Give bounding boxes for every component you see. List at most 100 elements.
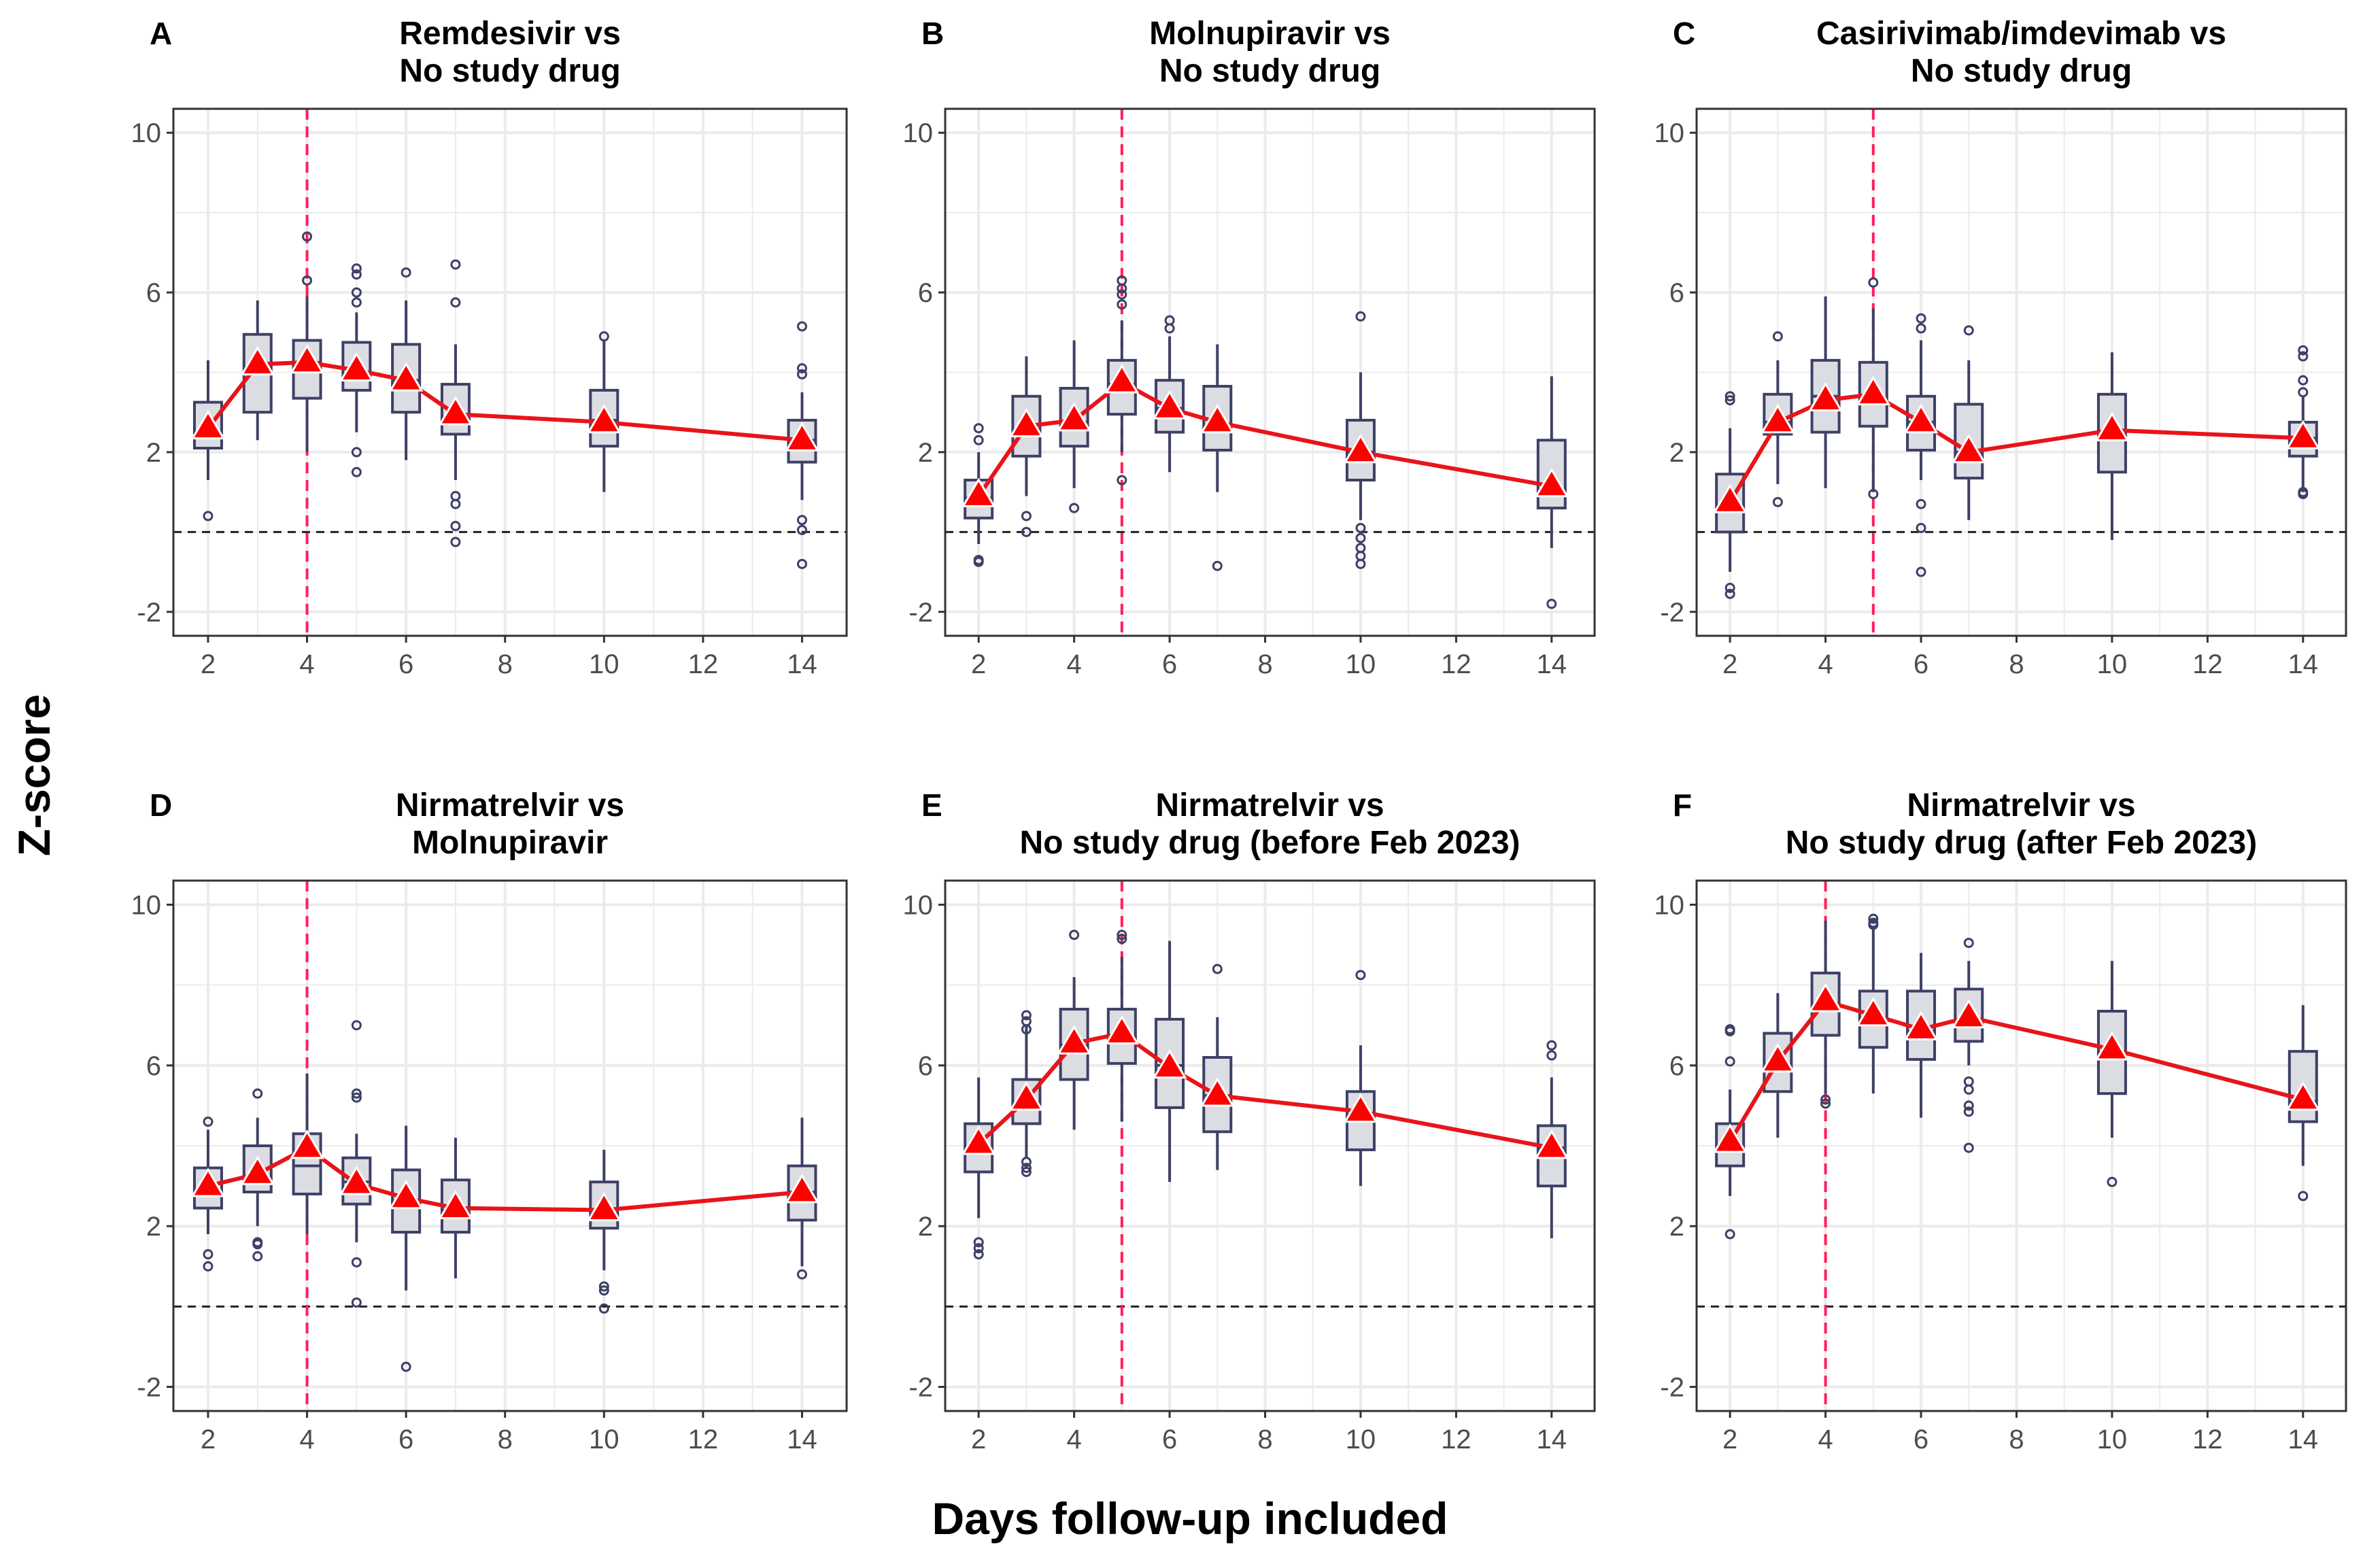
outlier-point bbox=[1117, 930, 1127, 940]
median-triangle-marker bbox=[2285, 420, 2321, 449]
x-tick-label: 6 bbox=[1914, 1425, 1928, 1455]
median-triangle-marker bbox=[1951, 433, 1986, 464]
x-tick-label: 10 bbox=[2097, 649, 2128, 679]
outlier-point bbox=[1021, 1010, 1032, 1021]
median-triangle-marker bbox=[339, 1166, 374, 1195]
outlier-point bbox=[1963, 1106, 1974, 1117]
outlier-point bbox=[2298, 375, 2309, 386]
outlier-point bbox=[203, 1261, 214, 1272]
panel-letter: D bbox=[150, 787, 172, 823]
outlier-point bbox=[1916, 566, 1926, 577]
outlier-point bbox=[598, 1285, 609, 1296]
y-tick-label: 2 bbox=[146, 1212, 161, 1242]
panel-title-line: Nirmatrelvir vs bbox=[1155, 787, 1384, 823]
outlier-point bbox=[598, 1303, 609, 1314]
outlier-point bbox=[1212, 964, 1223, 974]
panel-title-line: No study drug (after Feb 2023) bbox=[1786, 825, 2257, 861]
panel-border bbox=[172, 107, 848, 637]
median-triangle-marker bbox=[190, 409, 226, 440]
median-triangle-marker bbox=[1152, 390, 1187, 420]
outlier-point bbox=[1546, 598, 1557, 609]
outlier-point bbox=[351, 1257, 362, 1268]
outlier-point bbox=[1069, 503, 1080, 513]
x-tick-label: 14 bbox=[2288, 1425, 2319, 1455]
outlier-point bbox=[450, 297, 461, 308]
outlier-point bbox=[252, 1239, 263, 1250]
median-triangle-marker bbox=[1534, 1129, 1569, 1159]
outlier-point bbox=[796, 1269, 807, 1280]
panel-title-line: No study drug bbox=[1159, 53, 1380, 89]
median-triangle-marker bbox=[2285, 1081, 2321, 1111]
panel-border bbox=[1695, 879, 2347, 1412]
x-tick-label: 12 bbox=[2192, 649, 2223, 679]
outlier-point bbox=[2298, 345, 2309, 356]
x-tick-label: 10 bbox=[1346, 1425, 1376, 1455]
x-tick-label: 4 bbox=[299, 1425, 314, 1455]
outlier-point bbox=[1916, 522, 1926, 533]
y-tick-label: -2 bbox=[137, 1373, 161, 1403]
outlier-point bbox=[1021, 1024, 1032, 1035]
x-tick-label: 14 bbox=[2288, 649, 2319, 679]
x-tick-label: 8 bbox=[498, 1425, 513, 1455]
outlier-point bbox=[796, 321, 807, 332]
y-tick-label: 2 bbox=[918, 1212, 933, 1242]
panel-border bbox=[944, 879, 1596, 1412]
y-tick-label: 2 bbox=[146, 438, 161, 468]
y-tick-label: 6 bbox=[918, 278, 933, 308]
y-tick-label: 10 bbox=[131, 118, 162, 148]
panel-letter: E bbox=[921, 787, 942, 823]
y-tick-label: -2 bbox=[1660, 1373, 1684, 1403]
x-tick-label: 8 bbox=[2009, 649, 2024, 679]
y-axis-title: Z-score bbox=[9, 694, 59, 857]
panel-letter: F bbox=[1673, 787, 1692, 823]
median-triangle-marker bbox=[1808, 983, 1843, 1013]
x-tick-label: 2 bbox=[971, 1425, 986, 1455]
x-axis-title: Days follow-up included bbox=[932, 1493, 1448, 1544]
x-tick-label: 6 bbox=[1162, 1425, 1177, 1455]
median-triangle-marker bbox=[1760, 1042, 1795, 1073]
y-tick-label: 10 bbox=[1654, 118, 1685, 148]
outlier-point bbox=[351, 263, 362, 274]
panel-title-line: Remdesivir vs bbox=[399, 16, 621, 52]
x-tick-label: 6 bbox=[398, 649, 413, 679]
outlier-point bbox=[1212, 560, 1223, 571]
outlier-point bbox=[1820, 1098, 1831, 1109]
y-tick-label: 10 bbox=[131, 890, 162, 920]
outlier-point bbox=[252, 1088, 263, 1099]
outlier-point bbox=[1963, 325, 1974, 336]
outlier-point bbox=[1355, 970, 1366, 981]
y-tick-label: 10 bbox=[903, 890, 934, 920]
outlier-point bbox=[2298, 351, 2309, 362]
outlier-point bbox=[1117, 299, 1127, 310]
median-triangle-marker bbox=[1343, 1093, 1378, 1123]
outlier-point bbox=[302, 275, 313, 286]
median-triangle-marker bbox=[1104, 364, 1140, 394]
median-triangle-marker bbox=[290, 1129, 324, 1159]
outlier-point bbox=[351, 269, 362, 280]
x-tick-label: 14 bbox=[787, 1425, 817, 1455]
outlier-point bbox=[203, 1249, 214, 1260]
panel-title-line: No study drug bbox=[1911, 53, 2132, 89]
panel-title-line: Molnupiravir vs bbox=[1149, 16, 1391, 52]
median-triangle-marker bbox=[2094, 411, 2130, 442]
x-tick-label: 8 bbox=[1257, 1425, 1272, 1455]
x-tick-label: 10 bbox=[1346, 649, 1376, 679]
median-triangle-marker bbox=[438, 396, 473, 426]
median-triangle-marker bbox=[1200, 403, 1235, 434]
outlier-point bbox=[1117, 934, 1127, 945]
x-tick-label: 4 bbox=[1818, 649, 1833, 679]
x-tick-label: 12 bbox=[688, 649, 718, 679]
median-triangle-marker bbox=[586, 1191, 622, 1221]
panel-title-line: Molnupiravir bbox=[412, 825, 608, 861]
outlier-point bbox=[1772, 331, 1783, 342]
x-tick-label: 2 bbox=[201, 649, 216, 679]
outlier-point bbox=[973, 556, 984, 567]
median-triangle-marker bbox=[1343, 433, 1378, 464]
median-triangle-marker bbox=[1856, 996, 1891, 1027]
y-tick-label: 6 bbox=[146, 278, 161, 308]
x-tick-label: 12 bbox=[2192, 1425, 2223, 1455]
outlier-point bbox=[1724, 588, 1735, 599]
outlier-point bbox=[1546, 1050, 1557, 1061]
